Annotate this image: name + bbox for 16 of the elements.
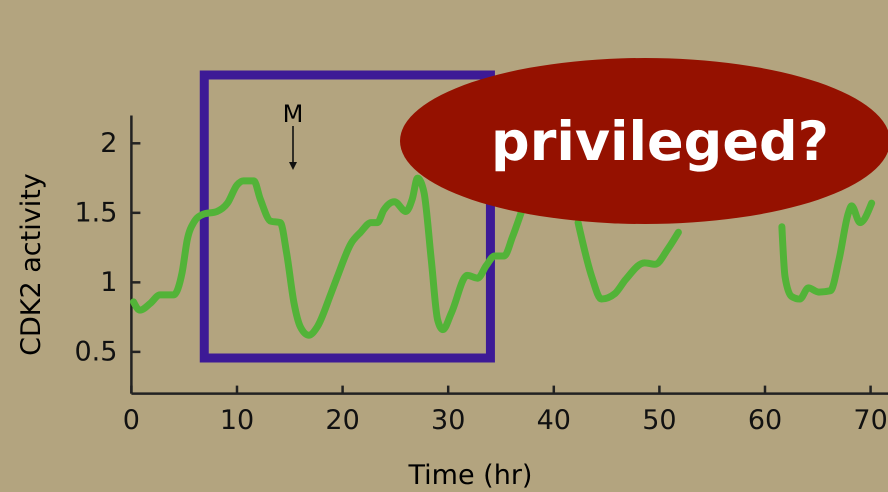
annotation: privileged? xyxy=(491,110,829,173)
x-tick-label: 60 xyxy=(748,404,782,436)
x-axis-title: Time (hr) xyxy=(408,460,532,491)
y-tick-label: 1 xyxy=(100,267,118,298)
x-tick-label: 30 xyxy=(431,404,466,436)
y-tick-label: 1.5 xyxy=(74,197,118,228)
y-tick-label: 2 xyxy=(100,128,118,159)
annotation: M xyxy=(282,100,304,128)
y-tick-label: 0.5 xyxy=(74,336,118,368)
y-axis-title: CDK2 activity xyxy=(16,173,47,356)
x-tick-label: 70 xyxy=(853,404,888,436)
x-tick-label: 50 xyxy=(642,404,677,436)
x-tick-label: 10 xyxy=(220,404,254,436)
x-tick-label: 20 xyxy=(325,404,360,436)
x-tick-label: 40 xyxy=(536,404,571,436)
x-tick-label: 0 xyxy=(122,404,140,436)
